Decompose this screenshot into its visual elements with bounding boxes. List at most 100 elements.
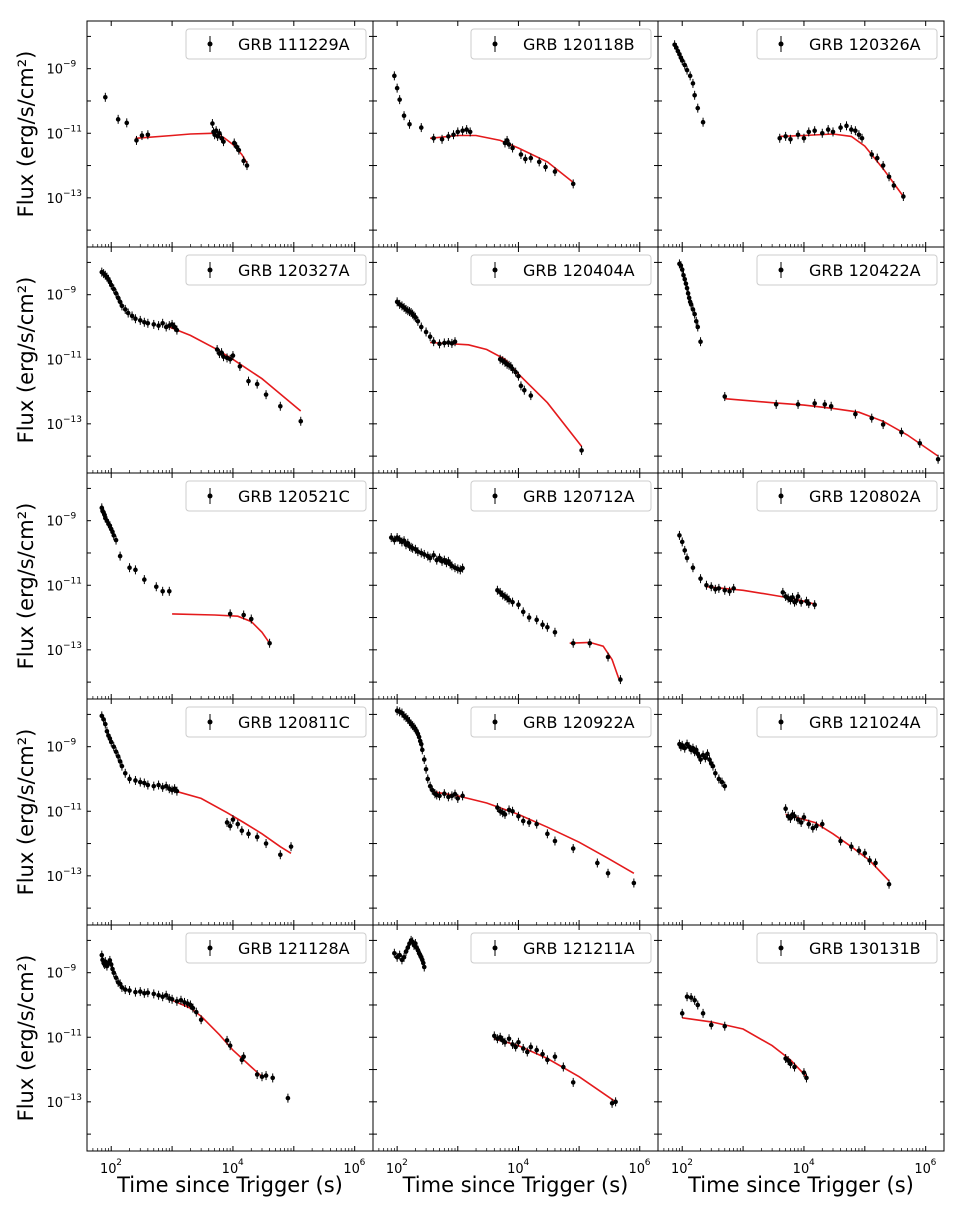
data-point <box>679 58 685 63</box>
data-point <box>794 598 799 604</box>
data-point <box>795 132 801 138</box>
data-point <box>142 990 147 996</box>
data-point <box>421 552 427 557</box>
x-tick-label-exponent: 4 <box>238 1158 244 1168</box>
data-point <box>163 992 169 998</box>
data-point <box>430 787 435 793</box>
data-point <box>160 785 165 790</box>
data-point <box>235 821 241 827</box>
legend-box <box>756 254 938 286</box>
data-point <box>241 612 246 618</box>
data-point <box>401 954 407 960</box>
y-tick-label: 10 <box>46 805 63 820</box>
data-point <box>886 881 892 887</box>
data-point <box>405 945 411 950</box>
y-tick-label: 10 <box>46 1031 63 1046</box>
data-point <box>856 132 862 138</box>
data-point <box>122 307 128 312</box>
y-tick-label-exponent: −11 <box>63 1028 82 1038</box>
data-point <box>545 831 550 837</box>
data-point <box>113 975 119 980</box>
y-tick-label-exponent: −11 <box>63 576 82 586</box>
data-point <box>188 1002 193 1008</box>
data-point <box>716 776 722 782</box>
data-point <box>217 130 222 136</box>
data-point <box>392 950 397 956</box>
y-axis-label: Flux (erg/s/cm²) <box>14 729 38 896</box>
x-tick-label-exponent: 2 <box>687 1158 693 1168</box>
data-point <box>605 654 611 660</box>
data-point <box>101 717 106 722</box>
data-point <box>719 779 725 785</box>
data-point <box>446 340 451 345</box>
model-fit-line <box>171 999 263 1078</box>
x-tick-label-exponent: 2 <box>402 1158 408 1168</box>
data-point <box>219 350 224 355</box>
data-point <box>99 713 105 719</box>
legend-box <box>185 932 367 964</box>
data-point <box>570 640 576 646</box>
x-tick-label: 10 <box>793 1162 810 1177</box>
data-point <box>869 415 875 421</box>
data-point <box>684 994 690 1000</box>
data-point <box>437 555 442 561</box>
data-point <box>727 589 732 594</box>
data-point <box>828 403 834 409</box>
model-fit-line <box>682 1017 808 1078</box>
data-point <box>431 135 436 141</box>
data-point <box>830 129 836 135</box>
data-point <box>278 403 283 409</box>
data-point <box>917 440 923 446</box>
panel-8: GRB 120712A <box>372 472 659 700</box>
data-point <box>506 142 512 147</box>
data-point <box>795 594 801 599</box>
legend-box <box>756 706 938 738</box>
data-point <box>495 805 500 810</box>
data-point <box>838 125 843 130</box>
data-point <box>849 127 854 132</box>
legend-label: GRB 120118B <box>523 35 635 54</box>
data-point <box>552 838 558 844</box>
legend-label: GRB 121024A <box>809 713 921 732</box>
data-point <box>700 1011 706 1016</box>
y-tick-label: 10 <box>46 741 63 756</box>
data-point <box>687 73 693 79</box>
legend-label: GRB 111229A <box>238 35 350 54</box>
data-point <box>156 992 161 998</box>
y-tick-label: 10 <box>46 289 63 304</box>
legend-marker <box>207 945 213 951</box>
data-point <box>392 73 397 79</box>
data-point <box>788 816 793 821</box>
data-point <box>117 553 123 559</box>
data-point <box>731 586 736 591</box>
data-point <box>716 586 722 591</box>
data-point <box>804 1075 809 1081</box>
data-point <box>506 597 512 603</box>
data-point <box>174 788 180 794</box>
panel-3: GRB 120326A <box>657 20 945 248</box>
data-point <box>442 340 447 346</box>
data-point <box>142 780 147 786</box>
data-point <box>891 183 897 188</box>
data-point <box>467 129 473 135</box>
data-point <box>263 392 269 397</box>
data-point <box>520 609 526 615</box>
y-tick-label: 10 <box>46 192 63 207</box>
data-point <box>806 601 812 606</box>
data-point <box>460 565 465 571</box>
data-point <box>248 616 254 622</box>
data-point <box>513 1044 518 1050</box>
data-point <box>695 324 701 330</box>
data-point <box>780 590 786 595</box>
data-point <box>160 320 165 326</box>
data-point <box>570 181 576 187</box>
data-point <box>682 548 688 553</box>
legend-box <box>756 932 938 964</box>
data-point <box>801 815 807 820</box>
data-point <box>692 311 697 317</box>
data-point <box>125 310 131 316</box>
data-point <box>244 163 250 168</box>
x-tick-label-exponent: 2 <box>116 1158 122 1168</box>
